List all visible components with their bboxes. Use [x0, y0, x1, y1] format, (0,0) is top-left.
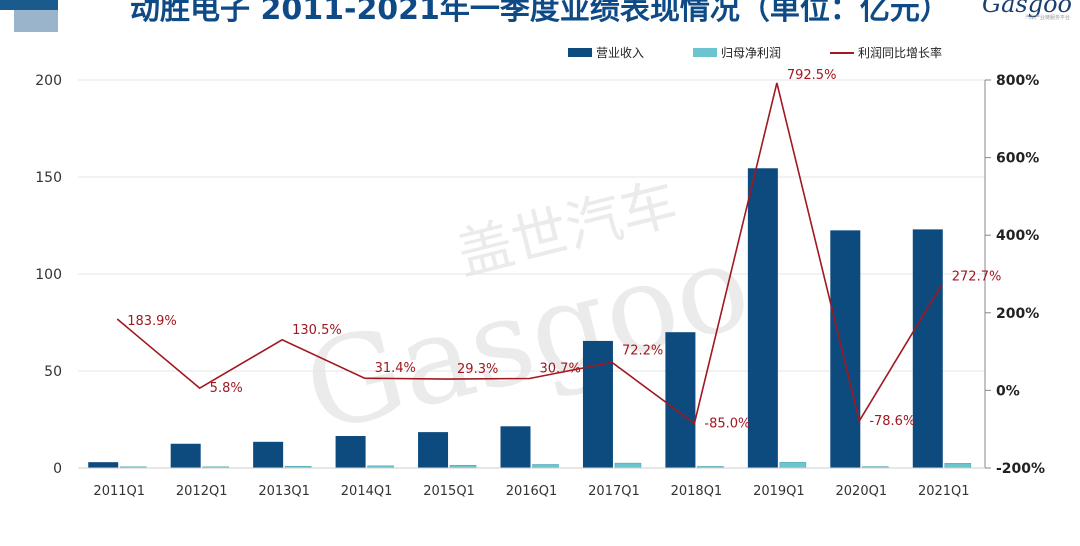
- line-series: 183.9% 5.8% 130.5% 31.4% 29.3% 30.7% 72.2% -85.…: [116, 68, 1002, 431]
- bar-series: [88, 168, 972, 469]
- right-axis-tick-label: -200%: [996, 461, 1045, 477]
- growth-rate-data-label: 29.3%: [457, 362, 498, 377]
- growth-rate-data-label: 183.9%: [127, 314, 177, 329]
- right-axis-tick-label: 200%: [996, 306, 1039, 322]
- x-axis-tick-label: 2014Q1: [341, 484, 393, 499]
- right-axis-tick-label: 600%: [996, 151, 1039, 167]
- growth-rate-line: [116, 82, 943, 425]
- growth-rate-data-label: -85.0%: [704, 416, 750, 431]
- revenue-bar: [418, 432, 449, 468]
- revenue-bar: [582, 340, 613, 468]
- right-axis-tick-label: 800%: [996, 73, 1039, 89]
- corner-decoration-light: [14, 10, 58, 32]
- growth-rate-data-label: 72.2%: [622, 343, 663, 358]
- growth-rate-data-label: 130.5%: [292, 323, 342, 338]
- x-axis-tick-label: 2020Q1: [836, 484, 888, 499]
- legend-label: 归母净利润: [721, 46, 781, 60]
- left-axis-tick-label: 100: [35, 267, 62, 283]
- growth-rate-data-label: -78.6%: [869, 414, 915, 429]
- x-axis-tick-label: 2017Q1: [588, 484, 640, 499]
- revenue-bar: [665, 332, 696, 468]
- x-axis-tick-label: 2013Q1: [258, 484, 310, 499]
- x-axis-tick-label: 2015Q1: [423, 484, 475, 499]
- x-axis-tick-label: 2018Q1: [671, 484, 723, 499]
- x-axis-tick-label: 2021Q1: [918, 484, 970, 499]
- revenue-bar: [747, 168, 778, 468]
- revenue-bar: [912, 229, 943, 468]
- net-profit-bar: [614, 462, 642, 469]
- revenue-bar: [500, 426, 531, 468]
- right-axis: -200% 0% 200% 400% 600% 800%: [984, 73, 1045, 477]
- legend-swatch: [568, 48, 592, 57]
- x-axis: 2011Q1 2012Q1 2013Q1 2014Q1 2015Q1 2016Q1 2017…: [78, 467, 985, 499]
- growth-rate-data-label: 31.4%: [375, 361, 416, 376]
- revenue-bar: [170, 443, 201, 468]
- left-axis: 0 50 100 150 200: [35, 73, 62, 477]
- growth-rate-data-label: 5.8%: [210, 381, 243, 396]
- left-axis-tick-label: 150: [35, 170, 62, 186]
- legend-swatch: [693, 48, 717, 57]
- brand-logo: Gasgoo: [981, 0, 1072, 18]
- x-axis-tick-label: 2012Q1: [176, 484, 228, 499]
- net-profit-bar: [944, 463, 972, 469]
- right-axis-tick-label: 0%: [996, 383, 1020, 399]
- net-profit-bar: [779, 462, 807, 469]
- revenue-bar: [88, 462, 119, 468]
- x-axis-tick-label: 2011Q1: [93, 484, 145, 499]
- x-axis-tick-label: 2016Q1: [506, 484, 558, 499]
- revenue-bar: [253, 441, 284, 468]
- corner-decoration: [0, 0, 58, 10]
- left-axis-tick-label: 50: [44, 364, 62, 380]
- left-axis-tick-label: 200: [35, 73, 62, 89]
- growth-rate-data-label: 792.5%: [787, 68, 837, 83]
- revenue-bar: [335, 435, 366, 468]
- net-profit-bar: [532, 464, 559, 469]
- growth-rate-data-label: 272.7%: [952, 270, 1002, 285]
- right-axis-tick-label: 400%: [996, 228, 1039, 244]
- left-axis-tick-label: 0: [53, 461, 62, 477]
- growth-rate-data-label: 30.7%: [540, 361, 581, 376]
- x-axis-tick-label: 2019Q1: [753, 484, 805, 499]
- legend: 营业收入 归母净利润 利润同比增长率: [568, 45, 942, 60]
- legend-label: 营业收入: [596, 46, 644, 60]
- revenue-bar: [830, 230, 861, 468]
- brand-logo-subtitle: 汽车产业链服务平台: [1024, 15, 1070, 21]
- legend-label: 利润同比增长率: [858, 45, 942, 60]
- chart-title: 动胜电子 2011-2021年一季度业绩表现情况（单位：亿元）: [130, 0, 950, 27]
